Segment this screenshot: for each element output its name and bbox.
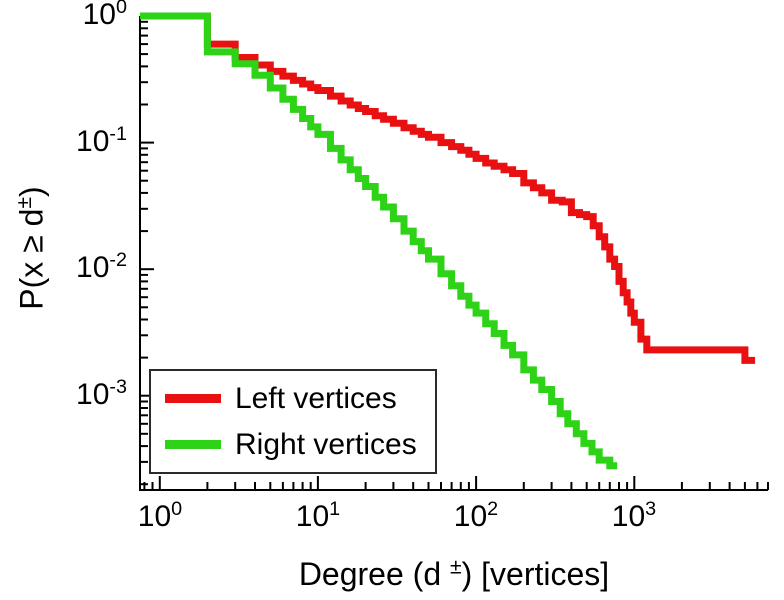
- x-axis-label-sup: ±: [450, 555, 462, 579]
- legend-label-right-vertices: Right vertices: [235, 427, 417, 461]
- y-tick-label: 10-1: [76, 123, 127, 158]
- series-line-right-vertices: [140, 12, 618, 470]
- legend: Left vertices Right vertices: [149, 369, 437, 474]
- y-axis-label: P(x ≥ d±): [12, 186, 51, 310]
- legend-swatch-right-vertices: [165, 439, 221, 449]
- x-tick-label: 102: [453, 498, 499, 533]
- y-axis-label-suffix: ): [13, 186, 50, 197]
- legend-item-left-vertices: Left vertices: [165, 383, 417, 415]
- series-line-left-vertices: [140, 12, 756, 364]
- x-axis-label-suffix: ) [vertices]: [461, 556, 610, 592]
- axes-lines: [139, 16, 768, 491]
- legend-swatch-left-vertices: [165, 394, 221, 404]
- y-tick-label: 100: [82, 0, 127, 31]
- x-axis-label: Degree (d ±) [vertices]: [299, 556, 609, 593]
- x-tick-label: 103: [611, 498, 657, 533]
- y-axis-label-text: P(x ≥ d: [13, 208, 50, 310]
- x-tick-label: 100: [137, 498, 183, 533]
- legend-label-left-vertices: Left vertices: [235, 382, 397, 415]
- y-tick-label: 10-3: [76, 376, 127, 411]
- y-axis-label-sup: ±: [12, 196, 36, 209]
- y-tick-label: 10-2: [76, 249, 127, 284]
- x-axis-label-text: Degree (d: [298, 556, 451, 592]
- legend-item-right-vertices: Right vertices: [165, 427, 417, 461]
- x-tick-label: 101: [295, 498, 341, 533]
